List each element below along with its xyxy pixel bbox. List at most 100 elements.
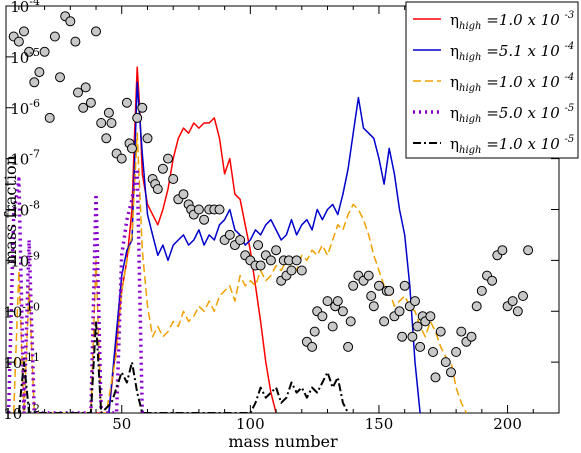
observed-point: [397, 331, 408, 342]
observed-point: [456, 326, 467, 337]
observed-point: [142, 133, 153, 144]
observed-point: [476, 285, 487, 296]
observed-point: [65, 16, 76, 27]
observed-point: [193, 204, 204, 215]
y-tick-label: 10-12: [3, 402, 40, 423]
observed-point: [407, 331, 418, 342]
observed-point: [345, 316, 356, 327]
observed-point: [49, 31, 60, 42]
observed-point: [152, 184, 163, 195]
observed-point: [70, 36, 81, 47]
observed-point: [446, 367, 456, 378]
observed-point: [307, 341, 318, 352]
y-tick-label: 10-8: [10, 199, 40, 220]
observed-point: [435, 326, 446, 337]
legend-label: ηhigh =1.0 x 10 -5: [450, 134, 574, 156]
observed-point: [399, 280, 410, 291]
observed-point: [121, 97, 132, 108]
observed-point: [13, 36, 24, 47]
observed-point: [384, 285, 395, 296]
observed-point: [512, 306, 523, 317]
observed-point: [471, 301, 482, 312]
observed-point: [327, 321, 338, 332]
x-tick-label: 200: [493, 415, 522, 433]
observed-point: [163, 153, 173, 164]
observed-point: [116, 153, 127, 164]
observed-point: [80, 82, 91, 93]
observed-point: [127, 143, 137, 154]
observed-point: [29, 77, 40, 88]
observed-point: [368, 301, 379, 312]
observed-point: [19, 26, 29, 37]
observed-point: [271, 245, 282, 256]
observed-point: [379, 316, 390, 327]
observed-point: [507, 296, 518, 307]
observed-point: [78, 102, 89, 113]
y-axis-label: mass fraction: [1, 155, 20, 265]
legend-label: ηhigh =1.0 x 10 -3: [450, 10, 574, 32]
observed-point: [366, 291, 377, 301]
observed-point: [487, 275, 498, 286]
observed-point: [394, 306, 405, 317]
legend-box: [405, 1, 579, 159]
observed-point: [410, 296, 420, 307]
observed-point: [523, 245, 534, 256]
observed-point: [296, 265, 307, 276]
observed-point: [430, 372, 441, 383]
legend-label: ηhigh =5.0 x 10 -5: [450, 103, 574, 125]
observed-point: [322, 296, 333, 307]
y-tick-label: 10-4: [10, 0, 40, 16]
observed-point: [425, 311, 436, 322]
observed-point: [286, 265, 297, 276]
observed-point: [73, 87, 83, 98]
series-line-4: [6, 167, 145, 413]
observed-points-layer: [8, 11, 534, 383]
observed-point: [101, 133, 112, 144]
observed-point: [265, 255, 276, 266]
series-line-5: [17, 320, 349, 413]
y-tick-label: 10-11: [3, 351, 40, 372]
observed-point: [343, 341, 354, 352]
series-line-2: [108, 81, 421, 413]
x-tick-label: 50: [112, 415, 131, 433]
observed-point: [157, 163, 168, 174]
observed-point: [34, 67, 45, 78]
observed-point: [348, 280, 359, 291]
y-tick-label: 10-9: [10, 249, 40, 270]
observed-point: [168, 174, 179, 184]
y-tick-label: 10-6: [10, 97, 40, 118]
observed-point: [39, 46, 50, 57]
observed-point: [91, 26, 101, 37]
observed-point: [235, 235, 246, 245]
observed-point: [428, 347, 438, 357]
observed-point: [85, 97, 96, 108]
observed-point: [106, 118, 117, 128]
observed-point: [255, 260, 266, 271]
observed-point: [199, 214, 210, 225]
observed-point: [363, 270, 374, 281]
observed-point: [466, 331, 477, 342]
observed-point: [24, 46, 35, 57]
observed-point: [224, 229, 235, 240]
observed-point: [518, 291, 528, 301]
x-tick-label: 150: [365, 415, 394, 433]
observed-point: [103, 107, 114, 118]
x-axis-label: mass number: [228, 432, 338, 451]
observed-point: [214, 204, 225, 215]
observed-point: [317, 311, 328, 322]
observed-point: [96, 118, 107, 128]
observed-point: [291, 255, 302, 266]
observed-point: [497, 245, 508, 256]
observed-point: [132, 112, 143, 123]
legend: ηhigh =1.0 x 10 -3 ηhigh =5.1 x 10 -4 ηhig…: [405, 1, 579, 159]
y-tick-label: 10-5: [10, 46, 40, 67]
observed-point: [55, 72, 65, 83]
observed-point: [374, 280, 384, 291]
observed-point: [412, 321, 423, 332]
observed-point: [253, 240, 264, 251]
legend-label: ηhigh =1.0 x 10 -4: [450, 72, 574, 94]
observed-point: [440, 357, 451, 368]
observed-point: [309, 326, 320, 337]
observed-point: [44, 112, 55, 123]
